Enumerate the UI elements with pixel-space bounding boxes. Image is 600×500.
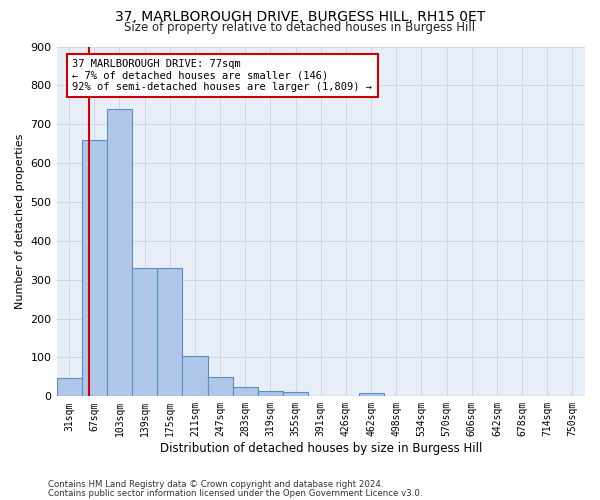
Text: Contains public sector information licensed under the Open Government Licence v3: Contains public sector information licen…: [48, 488, 422, 498]
Bar: [107, 110, 132, 397]
Bar: [132, 268, 157, 396]
Bar: [208, 377, 233, 396]
Bar: [233, 386, 258, 396]
Bar: [283, 392, 308, 396]
Bar: [56, 378, 82, 396]
Bar: [359, 393, 383, 396]
Bar: [82, 140, 107, 396]
Bar: [258, 390, 283, 396]
Text: 37 MARLBOROUGH DRIVE: 77sqm
← 7% of detached houses are smaller (146)
92% of sem: 37 MARLBOROUGH DRIVE: 77sqm ← 7% of deta…: [73, 58, 373, 92]
Bar: [157, 268, 182, 396]
Text: 37, MARLBOROUGH DRIVE, BURGESS HILL, RH15 0ET: 37, MARLBOROUGH DRIVE, BURGESS HILL, RH1…: [115, 10, 485, 24]
Y-axis label: Number of detached properties: Number of detached properties: [15, 134, 25, 309]
X-axis label: Distribution of detached houses by size in Burgess Hill: Distribution of detached houses by size …: [160, 442, 482, 455]
Bar: [182, 356, 208, 397]
Text: Size of property relative to detached houses in Burgess Hill: Size of property relative to detached ho…: [124, 21, 476, 34]
Text: Contains HM Land Registry data © Crown copyright and database right 2024.: Contains HM Land Registry data © Crown c…: [48, 480, 383, 489]
